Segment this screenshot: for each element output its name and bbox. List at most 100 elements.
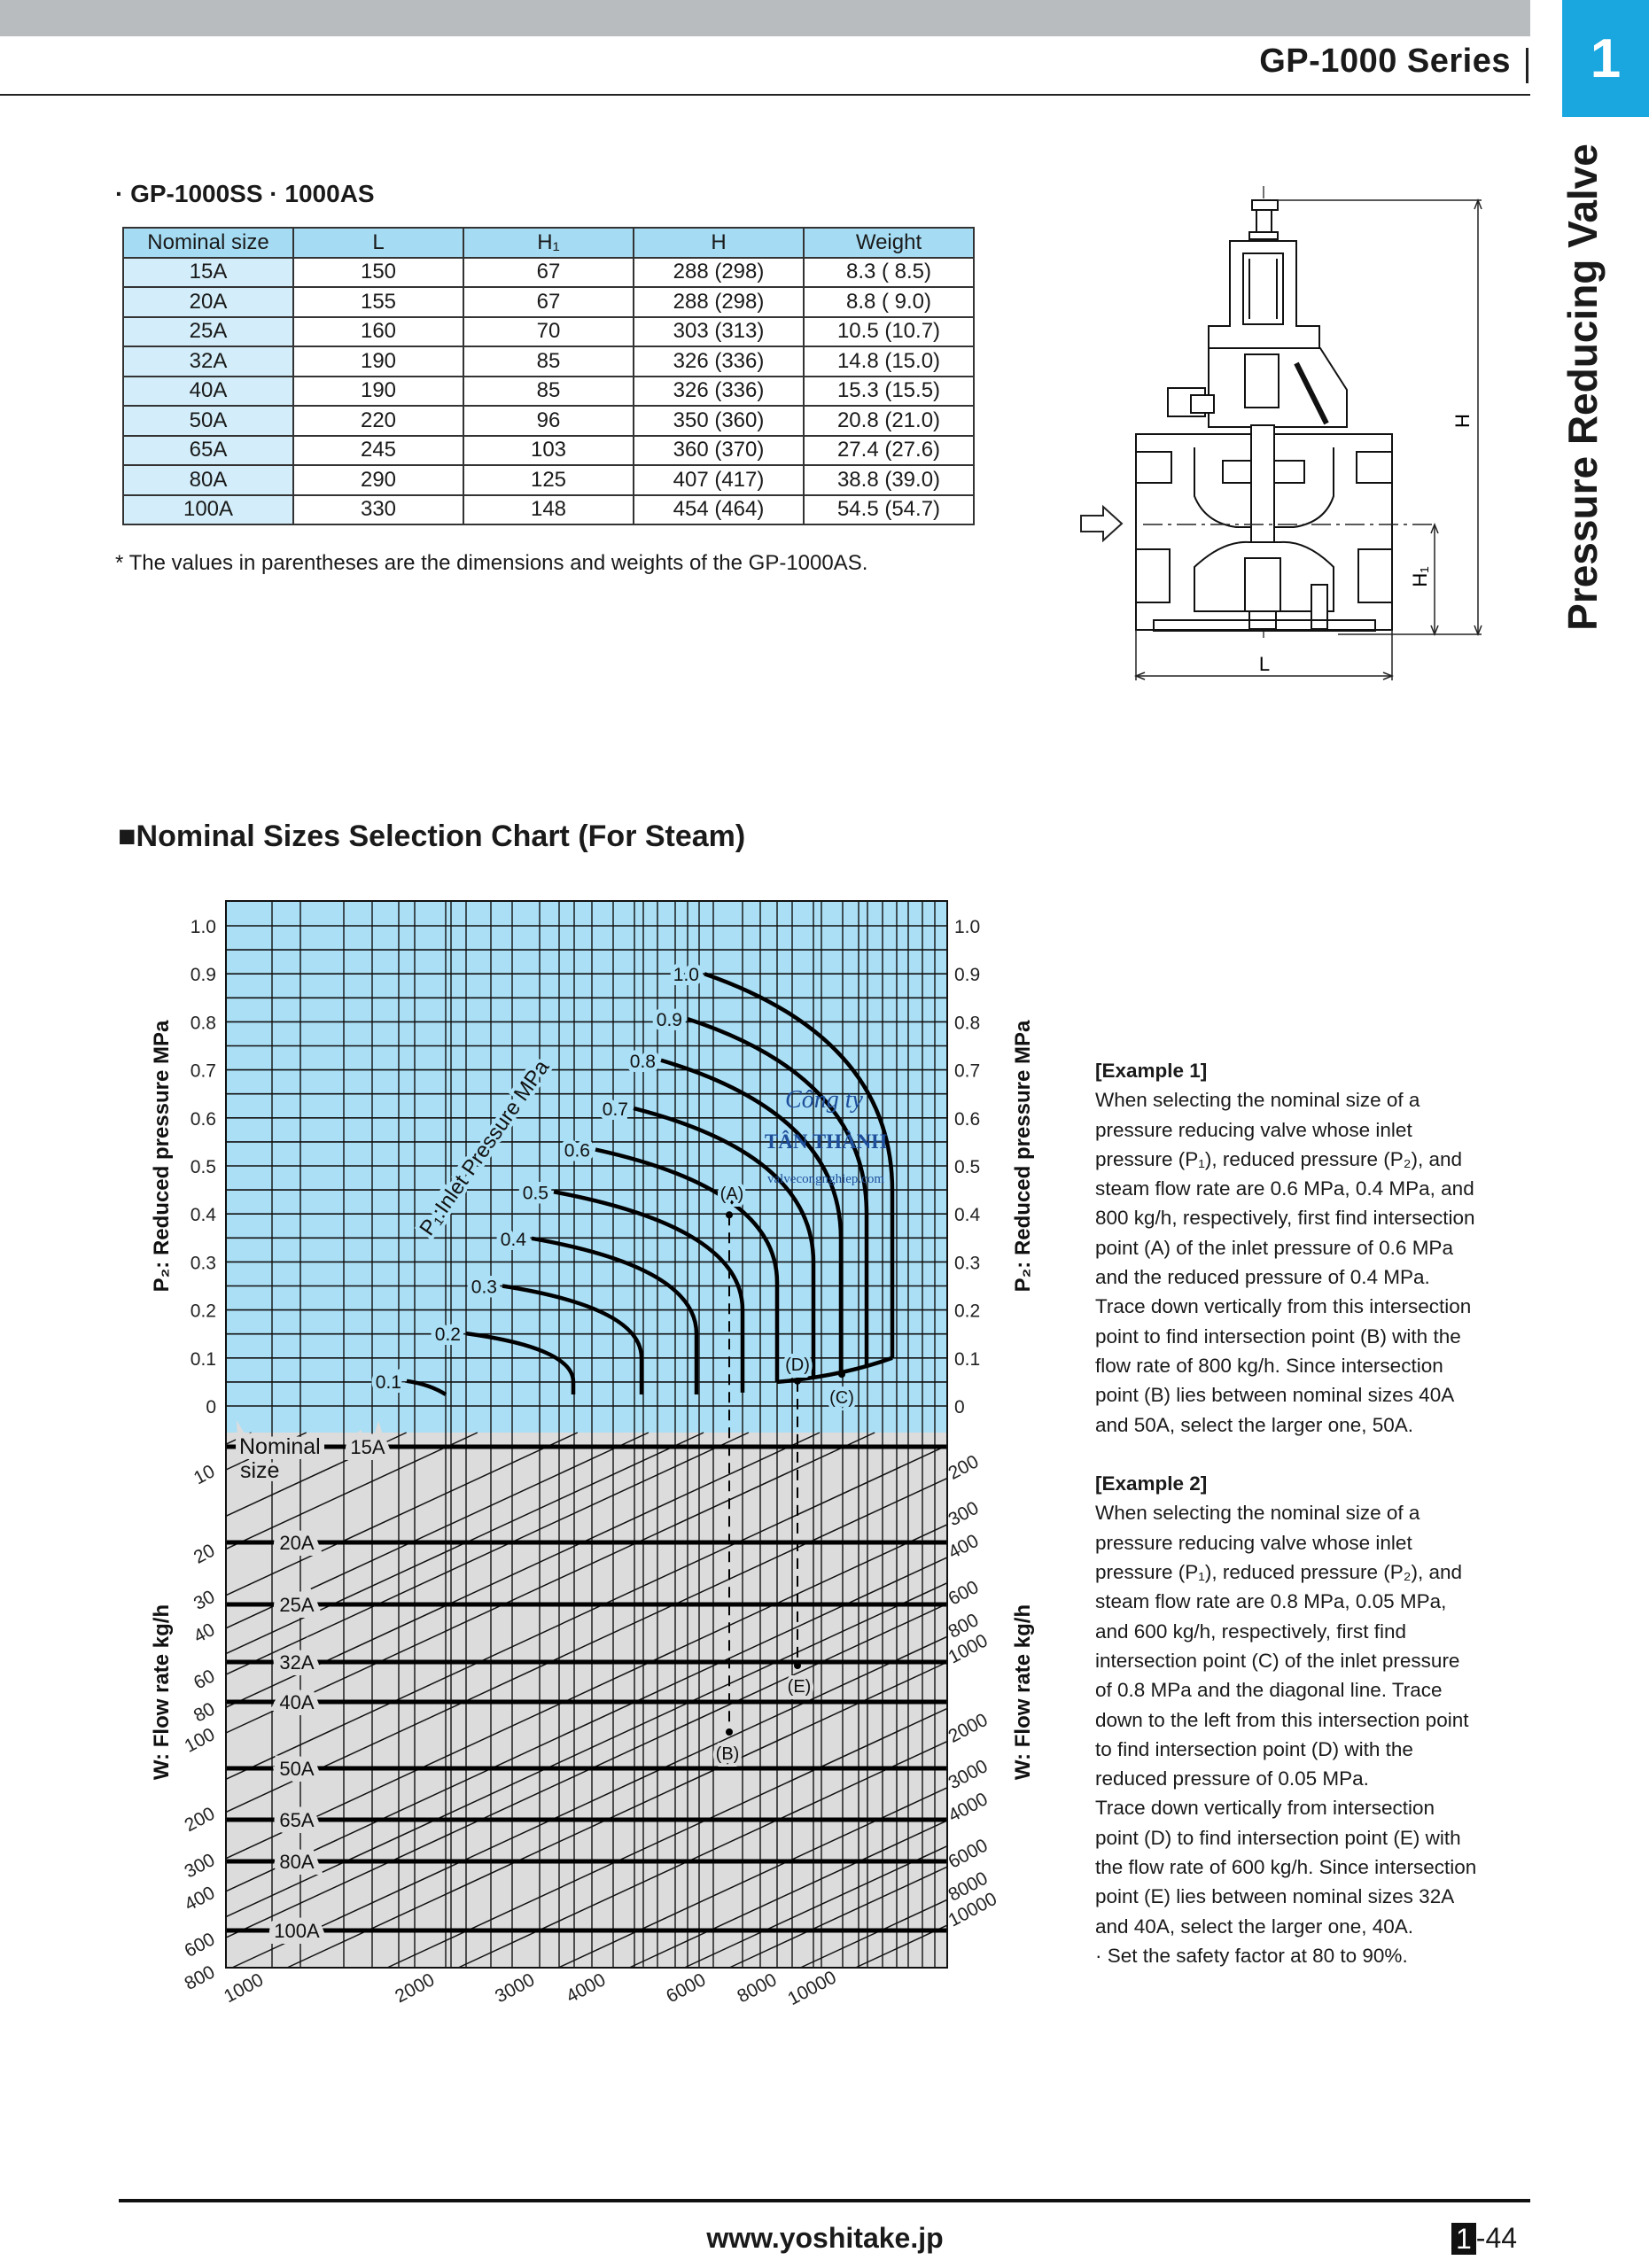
nominal-size-heading: Nominal — [239, 1434, 321, 1459]
chapter-number: 1 — [1590, 27, 1622, 89]
example-line: point (A) of the inlet pressure of 0.6 M… — [1095, 1236, 1453, 1259]
flow-diagonal-line — [225, 1432, 649, 1629]
nominal-size-label: 32A — [279, 1651, 314, 1674]
flow-diagonal-line — [225, 1432, 252, 1445]
inlet-pressure-label: 0.6 — [564, 1141, 590, 1161]
flow-tick-left: 100 — [182, 1724, 219, 1757]
table-cell: 10.5 (10.7) — [803, 315, 975, 347]
flow-tick-right: 400 — [945, 1531, 983, 1564]
p2-tick-right: 0 — [954, 1397, 965, 1418]
table-row: 15A 150 67 288 (298) 8.3 ( 8.5) — [122, 256, 975, 288]
table-cell: 8.3 ( 8.5) — [803, 256, 975, 288]
example-line: pressure reducing valve whose inlet — [1095, 1531, 1412, 1554]
chart-border — [225, 900, 948, 1969]
nominal-size-label: 100A — [274, 1920, 320, 1942]
p2-tick-left: 0.5 — [191, 1157, 216, 1177]
p2-tick-left: 0.4 — [191, 1205, 217, 1225]
table-cell: 85 — [463, 375, 634, 407]
table-row: 20A 155 67 288 (298) 8.8 ( 9.0) — [122, 286, 975, 318]
table-cell: 65A — [122, 434, 294, 466]
flow-diagonal-line — [684, 1845, 948, 1969]
table-cell: 38.8 (39.0) — [803, 464, 975, 496]
table-cell: 350 (360) — [633, 405, 805, 437]
table-cell: 326 (336) — [633, 375, 805, 407]
flow-axis-title-left: W: Flow rate kg/h — [150, 1604, 174, 1780]
inlet-pressure-curve — [687, 1017, 869, 1368]
flow-diagonal-line — [231, 1635, 948, 1969]
flow-tick-left: 60 — [191, 1666, 218, 1693]
flow-tick-left: 400 — [182, 1883, 219, 1915]
nominal-size-label: 65A — [279, 1809, 314, 1831]
example-line: down to the left from this intersection … — [1095, 1708, 1469, 1731]
diagonal-limit-curve — [776, 1355, 893, 1385]
table-cell: 290 — [292, 464, 464, 496]
inlet-pressure-curve — [704, 972, 895, 1358]
flow-diagonal-line — [225, 1477, 948, 1814]
inlet-pressure-label: 0.9 — [657, 1010, 682, 1030]
p2-tick-right: 0.8 — [954, 1013, 980, 1033]
inlet-pressure-curve — [502, 1284, 644, 1394]
p2-axis-title-right: P₂: Reduced pressure MPa — [1011, 1020, 1035, 1292]
flow-diagonal-line — [286, 1661, 948, 1969]
p2-tick-left: 0.3 — [191, 1253, 216, 1273]
example-line: Trace down vertically from intersection — [1095, 1797, 1435, 1820]
chapter-tab: 1 — [1562, 0, 1649, 117]
upper-chart-area — [226, 901, 947, 1433]
example-point — [794, 1377, 801, 1385]
flow-tick-bottom: 2000 — [392, 1969, 438, 2007]
p2-tick-right: 0.2 — [954, 1301, 980, 1322]
p2-tick-left: 0.8 — [191, 1013, 216, 1033]
flow-tick-right: 3000 — [945, 1756, 992, 1793]
p2-tick-left: 0 — [206, 1397, 216, 1418]
nominal-size-heading-2: size — [240, 1458, 279, 1483]
table-cell: 80A — [122, 464, 294, 496]
p2-tick-right: 1.0 — [954, 917, 980, 937]
example-point — [838, 1371, 845, 1379]
flow-tick-right: 2000 — [945, 1710, 992, 1747]
p2-tick-right: 0.3 — [954, 1253, 980, 1273]
flow-tick-right: 300 — [945, 1497, 983, 1530]
table-cell: 15A — [122, 256, 294, 288]
header-rule — [0, 94, 1530, 96]
footer-url[interactable]: www.yoshitake.jp — [706, 2222, 944, 2254]
table-row: 32A 190 85 326 (336) 14.8 (15.0) — [122, 346, 975, 377]
flow-tick-left: 20 — [191, 1541, 218, 1568]
flow-tick-bottom: 8000 — [734, 1969, 780, 2007]
flow-tick-left: 200 — [182, 1804, 219, 1837]
column-header: Weight — [803, 227, 975, 259]
p2-axis-title-left: P₂: Reduced pressure MPa — [150, 1020, 174, 1292]
flow-diagonal-line — [728, 1866, 948, 1969]
watermark-line1: Công ty — [785, 1086, 863, 1114]
watermark-line3: valvecongnghiep.com — [767, 1172, 884, 1186]
side-title: Pressure Reducing Valve — [1560, 144, 1606, 631]
example-line: pressure (P₁), reduced pressure (P₂), an… — [1095, 1561, 1462, 1584]
p2-tick-right: 0.5 — [954, 1157, 980, 1177]
example-line: point to find intersection point (B) wit… — [1095, 1324, 1461, 1348]
table-cell: 40A — [122, 375, 294, 407]
flow-diagonal-line — [386, 1707, 948, 1969]
flow-diagonal-line — [225, 1432, 307, 1471]
table-cell: 360 (370) — [633, 434, 805, 466]
table-cell: 20A — [122, 286, 294, 318]
flow-tick-right: 600 — [945, 1577, 983, 1610]
example-line: and 40A, select the larger one, 40A. — [1095, 1915, 1413, 1938]
example-line: When selecting the nominal size of a — [1095, 1089, 1420, 1112]
example-line: point (E) lies between nominal sizes 32A — [1095, 1885, 1455, 1908]
flow-diagonal-line — [800, 1899, 948, 1969]
example-point — [726, 1728, 733, 1736]
example-line: point (B) lies between nominal sizes 40A — [1095, 1384, 1455, 1407]
bonnet — [1208, 240, 1320, 349]
example-line: the flow rate of 600 kg/h. Since interse… — [1095, 1856, 1477, 1879]
example-point-label: (B) — [716, 1744, 740, 1764]
example-point-label: (E) — [788, 1677, 812, 1697]
example-line: When selecting the nominal size of a — [1095, 1502, 1420, 1525]
title-divider — [1526, 48, 1528, 83]
flow-tick-left: 40 — [191, 1619, 218, 1647]
flow-diagonal-line — [225, 1432, 478, 1550]
p2-tick-left: 0.6 — [191, 1109, 216, 1130]
inlet-pressure-curve — [553, 1190, 745, 1393]
flow-tick-left: 10 — [191, 1461, 218, 1488]
example-line: flow rate of 800 kg/h. Since intersectio… — [1095, 1354, 1443, 1377]
table-cell: 50A — [122, 405, 294, 437]
p2-tick-right: 0.1 — [954, 1349, 980, 1370]
